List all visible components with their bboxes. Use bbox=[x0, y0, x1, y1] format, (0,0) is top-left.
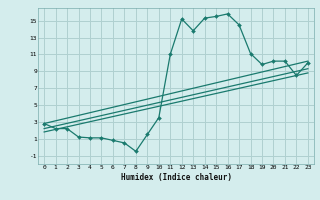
X-axis label: Humidex (Indice chaleur): Humidex (Indice chaleur) bbox=[121, 173, 231, 182]
